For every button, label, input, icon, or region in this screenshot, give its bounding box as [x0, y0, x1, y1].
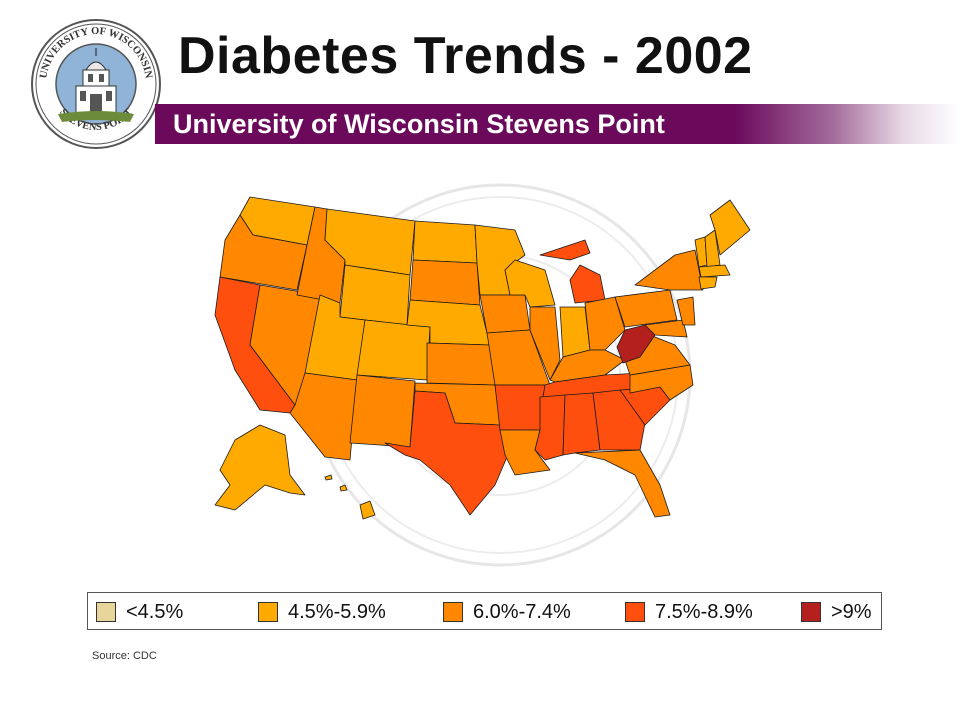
state-south-dakota: [409, 259, 481, 306]
legend-label: <4.5%: [126, 600, 184, 623]
legend-item-6-0-7-4: 6.0%-7.4%: [443, 601, 571, 623]
state-iowa: [479, 294, 531, 334]
state-oregon: [219, 214, 308, 291]
page-title: Diabetes Trends - 2002: [178, 27, 753, 85]
legend-item-4-5-5-9: 4.5%-5.9%: [258, 601, 386, 623]
state-connecticut: [698, 276, 718, 290]
legend-swatch: [801, 602, 821, 622]
state-maryland: [644, 319, 688, 338]
state-florida: [574, 449, 671, 518]
state-georgia: [592, 389, 646, 451]
state-new-york: [634, 249, 704, 291]
state-maine: [709, 199, 751, 256]
subtitle-banner: University of Wisconsin Stevens Point: [155, 104, 960, 144]
state-new-mexico: [349, 374, 416, 448]
state-massachusetts: [698, 264, 731, 278]
legend-label: 4.5%-5.9%: [288, 600, 386, 623]
state-wyoming: [339, 264, 411, 326]
state-arkansas: [494, 384, 546, 431]
legend-swatch: [625, 602, 645, 622]
legend-swatch: [96, 602, 116, 622]
legend-label: >9%: [831, 600, 872, 623]
legend-item-7-5-8-9: 7.5%-8.9%: [625, 601, 753, 623]
state-pennsylvania: [614, 289, 678, 328]
state-colorado: [356, 319, 431, 381]
state-kansas: [426, 342, 496, 386]
state-new-jersey: [676, 296, 696, 326]
legend-item-gt-9: >9%: [801, 601, 872, 623]
legend: <4.5% 4.5%-5.9% 6.0%-7.4% 7.5%-8.9% >9%: [87, 592, 882, 630]
state-hawaii: [324, 474, 376, 520]
legend-item-lt-4-5: <4.5%: [96, 601, 183, 623]
state-illinois: [529, 306, 561, 381]
state-wisconsin: [504, 259, 556, 308]
legend-label: 7.5%-8.9%: [655, 600, 753, 623]
state-ohio: [584, 296, 626, 351]
university-seal-logo: UNIVERSITY OF WISCONSIN STEVENS POINT: [31, 19, 161, 149]
state-alaska: [214, 424, 306, 511]
state-indiana: [559, 306, 591, 358]
subtitle: University of Wisconsin Stevens Point: [173, 109, 665, 139]
legend-label: 6.0%-7.4%: [473, 600, 571, 623]
legend-swatch: [443, 602, 463, 622]
source-note: Source: CDC: [92, 650, 157, 662]
state-texas: [384, 390, 511, 516]
state-michigan: [539, 239, 606, 304]
state-north-dakota: [412, 220, 478, 264]
legend-swatch: [258, 602, 278, 622]
us-diabetes-map: [214, 196, 751, 520]
state-alabama: [562, 392, 601, 456]
